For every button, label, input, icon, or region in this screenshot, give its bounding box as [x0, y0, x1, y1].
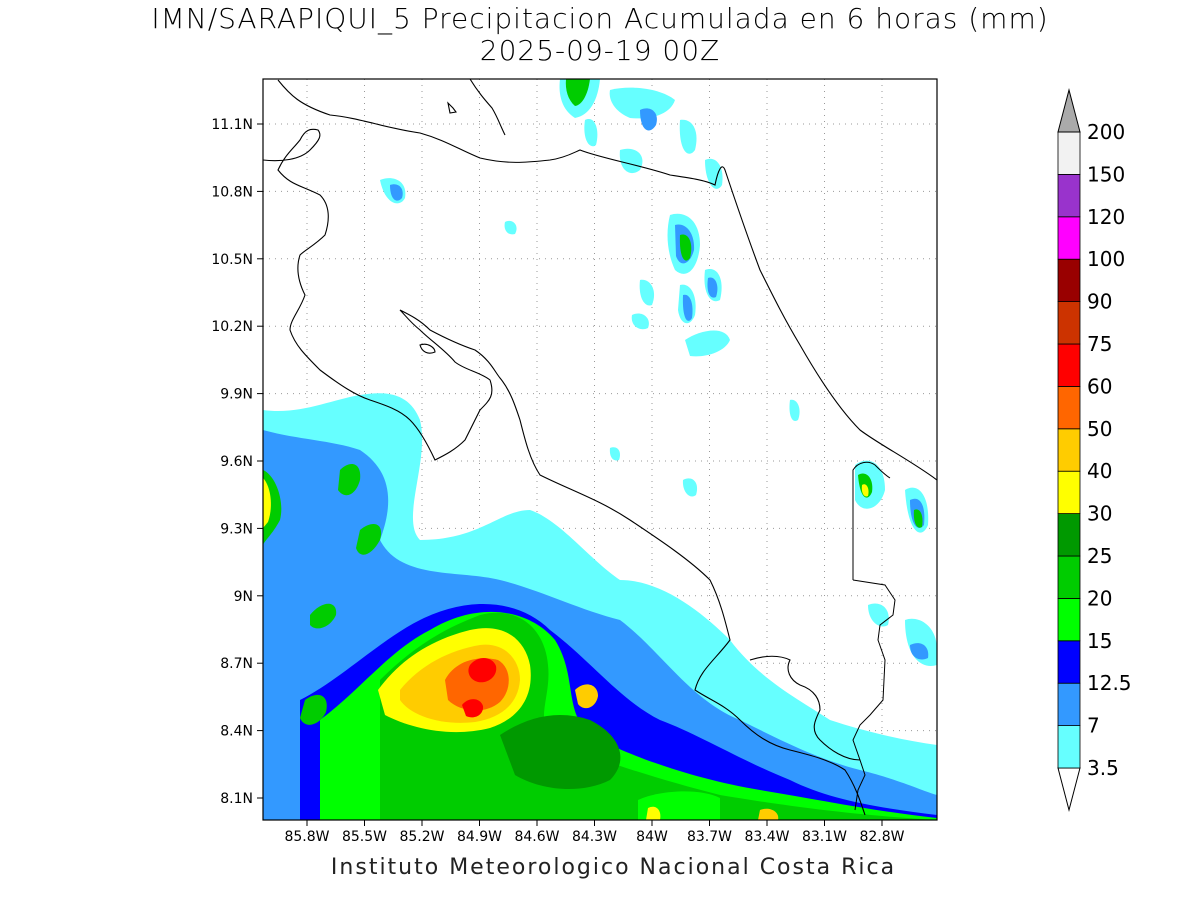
colorbar-label: 40 [1087, 459, 1112, 483]
longitude-axis: 85.8W 85.5W 85.2W 84.9W 84.6W 84.3W 84W 83.7W 83… [284, 820, 905, 845]
colorbar-swatch [1057, 682, 1081, 727]
lon-tick-label: 83.4W [744, 829, 789, 845]
colorbar-swatch [1057, 173, 1081, 218]
colorbar-label: 75 [1087, 332, 1112, 356]
colorbar-label: 50 [1087, 417, 1112, 441]
colorbar-label: 90 [1087, 290, 1112, 314]
lat-tick-label: 10.2N [211, 319, 253, 335]
colorbar-label: 12.5 [1087, 671, 1132, 695]
colorbar-label: 120 [1087, 205, 1125, 229]
colorbar-swatch [1057, 131, 1081, 175]
lon-tick-label: 84.9W [457, 829, 502, 845]
precip-caribbean-cells [380, 79, 937, 666]
colorbar-label: 20 [1087, 586, 1112, 610]
lon-tick-label: 84.6W [514, 829, 559, 845]
colorbar-label: 7 [1087, 714, 1100, 738]
colorbar-swatch [1057, 258, 1081, 303]
colorbar-low-triangle [1057, 767, 1081, 812]
lat-tick-label: 8.7N [220, 656, 253, 672]
colorbar-swatch [1057, 555, 1081, 599]
lat-tick-label: 8.4N [220, 724, 253, 740]
lat-tick-label: 10.5N [211, 252, 253, 268]
colorbar-high-triangle [1057, 88, 1081, 133]
lon-tick-label: 82.8W [859, 829, 904, 845]
colorbar: 3.5 7 12.5 15 20 25 30 40 50 60 75 90 100 120 150 200 [1057, 88, 1132, 812]
colorbar-swatch [1057, 428, 1081, 472]
map-date: 2025-09-19 00Z [479, 34, 721, 67]
colorbar-swatch [1057, 598, 1081, 642]
colorbar-swatch [1057, 343, 1081, 387]
lat-tick-label: 11.1N [211, 117, 253, 133]
colorbar-swatch [1057, 513, 1081, 557]
latitude-axis: 11.1N 10.8N 10.5N 10.2N 9.9N 9.6N 9.3N 9N 8.7N 8.… [211, 117, 263, 807]
precip-pacific-band [263, 393, 937, 820]
colorbar-swatch [1057, 385, 1081, 430]
border-panama [852, 461, 896, 811]
colorbar-swatch [1057, 725, 1081, 769]
colorbar-label: 200 [1087, 120, 1125, 144]
colorbar-label: 150 [1087, 162, 1125, 186]
lat-tick-label: 9.6N [220, 454, 253, 470]
colorbar-label: 25 [1087, 544, 1112, 568]
lon-tick-label: 85.8W [284, 829, 329, 845]
colorbar-label: 30 [1087, 502, 1112, 526]
colorbar-swatch [1057, 640, 1081, 684]
precip-field [263, 79, 937, 820]
lat-tick-label: 8.1N [220, 791, 253, 807]
lon-tick-label: 84.3W [572, 829, 617, 845]
lon-tick-label: 85.5W [342, 829, 387, 845]
lon-tick-label: 84W [636, 829, 668, 845]
lat-tick-label: 9.9N [220, 387, 253, 403]
precip-nw-streaks [263, 464, 382, 725]
colorbar-swatch [1057, 216, 1081, 260]
lon-tick-label: 85.2W [399, 829, 444, 845]
lat-tick-label: 9N [234, 589, 253, 605]
colorbar-label: 3.5 [1087, 756, 1119, 780]
lon-tick-label: 83.1W [802, 829, 847, 845]
map-frame [262, 78, 938, 821]
colorbar-swatch [1057, 301, 1081, 345]
map-title: IMN/SARAPIQUI_5 Precipitacion Acumulada … [151, 2, 1049, 35]
lat-tick-label: 9.3N [220, 521, 253, 537]
colorbar-label: 60 [1087, 374, 1112, 398]
colorbar-label: 15 [1087, 629, 1112, 653]
credit-line: Instituto Meteorologico Nacional Costa R… [330, 855, 897, 880]
lon-tick-label: 83.7W [687, 829, 732, 845]
colorbar-swatch [1057, 470, 1081, 515]
colorbar-label: 100 [1087, 247, 1125, 271]
coastlines [263, 79, 937, 816]
lat-tick-label: 10.8N [211, 184, 253, 200]
